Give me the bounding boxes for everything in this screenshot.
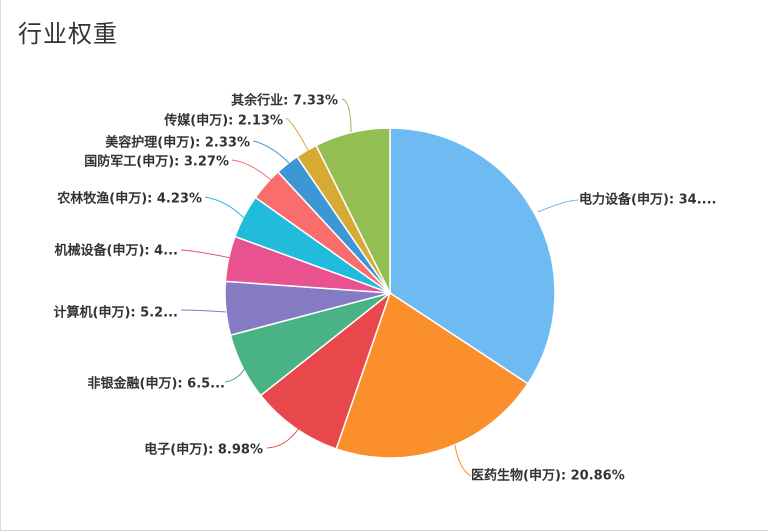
pie-slice[interactable] <box>335 291 529 459</box>
label-leader-line <box>252 140 290 164</box>
slice-label: 电子(申万): 8.98% <box>144 442 263 458</box>
slice-label: 其余行业: 7.33% <box>231 93 338 109</box>
slice-label: 机械设备(申万): 4... <box>55 243 178 259</box>
slice-label: 非银金融(申万): 6.5... <box>88 376 225 392</box>
slice-label: 传媒(申万): 2.13% <box>163 113 283 129</box>
label-leader-line <box>224 365 247 383</box>
slice-label: 农林牧渔(申万): 4.23% <box>56 191 202 207</box>
label-leader-line <box>231 159 272 181</box>
slice-label: 美容护理(申万): 2.33% <box>105 135 250 151</box>
label-leader-line <box>285 117 310 153</box>
slice-label: 医药生物(申万): 20.86% <box>471 468 625 484</box>
pie-slice[interactable] <box>259 290 392 450</box>
label-leader-line <box>537 199 580 213</box>
label-leader-line <box>180 249 232 259</box>
label-leader-line <box>180 309 227 313</box>
label-leader-line <box>341 98 352 133</box>
slice-label: 国防军工(申万): 3.27% <box>84 154 229 170</box>
label-leader-line <box>266 427 300 449</box>
label-leader-line <box>204 196 245 219</box>
chart-title: 行业权重 <box>18 20 118 48</box>
pie-slice[interactable] <box>315 127 391 294</box>
slice-label: 计算机(申万): 5.2... <box>54 305 178 321</box>
slice-label: 电力设备(申万): 34.... <box>579 192 716 208</box>
label-leader-line <box>454 444 472 477</box>
